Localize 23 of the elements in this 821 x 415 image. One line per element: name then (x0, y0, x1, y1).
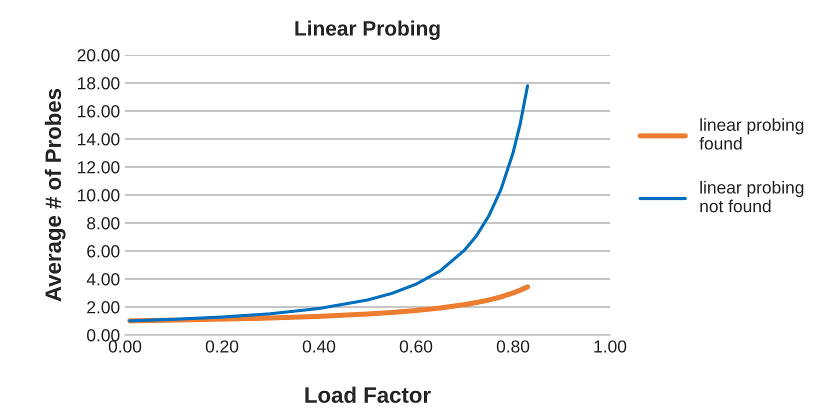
y-tick-label: 12.00 (78, 161, 120, 174)
y-tick-label: 18.00 (78, 77, 120, 90)
y-tick-label: 6.00 (87, 245, 120, 258)
y-tick-label: 0.00 (87, 329, 120, 342)
y-tick-label: 14.00 (78, 133, 120, 146)
x-tick-label: 1.00 (594, 340, 626, 353)
y-tick-label: 2.00 (87, 301, 120, 314)
legend-label: linear probing not found (700, 180, 804, 212)
x-tick-label: 0.80 (496, 340, 530, 353)
y-tick-label: 4.00 (86, 273, 120, 286)
x-tick-label: 0.60 (400, 340, 432, 353)
y-tick-label: 8.00 (87, 217, 120, 230)
x-tick-label: 0.40 (302, 340, 336, 353)
x-tick-label: 0.20 (206, 340, 238, 353)
y-axis-title: Average # of Probes (44, 88, 66, 302)
x-tick-label: 0.00 (108, 340, 142, 353)
y-tick-label: 20.00 (78, 49, 120, 62)
line-series (128, 84, 530, 322)
legend-label: linear probing found (699, 118, 804, 150)
y-tick-label: 16.00 (78, 105, 120, 118)
x-axis-title: Load Factor (305, 386, 431, 403)
y-tick-label: 10.00 (78, 189, 120, 202)
chart-title: Linear Probing (295, 20, 440, 40)
